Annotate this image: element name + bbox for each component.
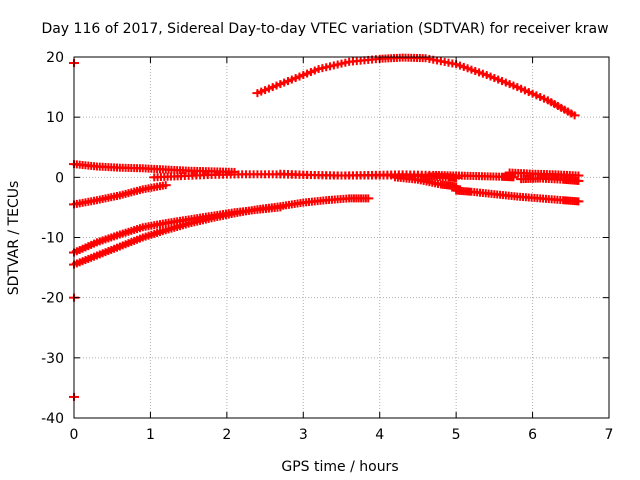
x-tick-label: 2 xyxy=(222,427,231,443)
data-series-4 xyxy=(69,181,171,209)
data-series-8 xyxy=(516,174,584,185)
x-tick-label: 3 xyxy=(299,427,308,443)
x-tick-label: 7 xyxy=(605,427,614,443)
x-axis-label: GPS time / hours xyxy=(281,459,398,475)
data-series-10 xyxy=(69,194,374,269)
y-axis-label: SDTVAR / TECUs xyxy=(6,181,22,296)
data-points xyxy=(69,53,584,401)
axis-ticks: 0 1 2 3 4 5 6 7 -40 -30 -20 -10 0 10 20 xyxy=(41,50,613,443)
data-series-6 xyxy=(451,186,584,206)
data-series-1 xyxy=(69,160,240,176)
y-tick-label: -40 xyxy=(41,411,64,427)
x-tick-label: 5 xyxy=(452,427,461,443)
chart-title: Day 116 of 2017, Sidereal Day-to-day VTE… xyxy=(41,21,608,37)
y-tick-label: -20 xyxy=(41,291,64,307)
x-tick-label: 0 xyxy=(70,427,79,443)
data-series-3 xyxy=(275,169,519,182)
x-tick-label: 1 xyxy=(146,427,155,443)
grid xyxy=(74,57,609,418)
x-tick-label: 4 xyxy=(375,427,384,443)
y-tick-label: 0 xyxy=(55,170,64,186)
data-series-5 xyxy=(390,173,462,191)
data-series-0 xyxy=(252,53,580,120)
y-tick-label: 10 xyxy=(46,110,64,126)
y-tick-label: 20 xyxy=(46,50,64,66)
y-tick-label: -10 xyxy=(41,231,64,247)
y-tick-label: -30 xyxy=(41,351,64,367)
x-tick-label: 6 xyxy=(528,427,537,443)
